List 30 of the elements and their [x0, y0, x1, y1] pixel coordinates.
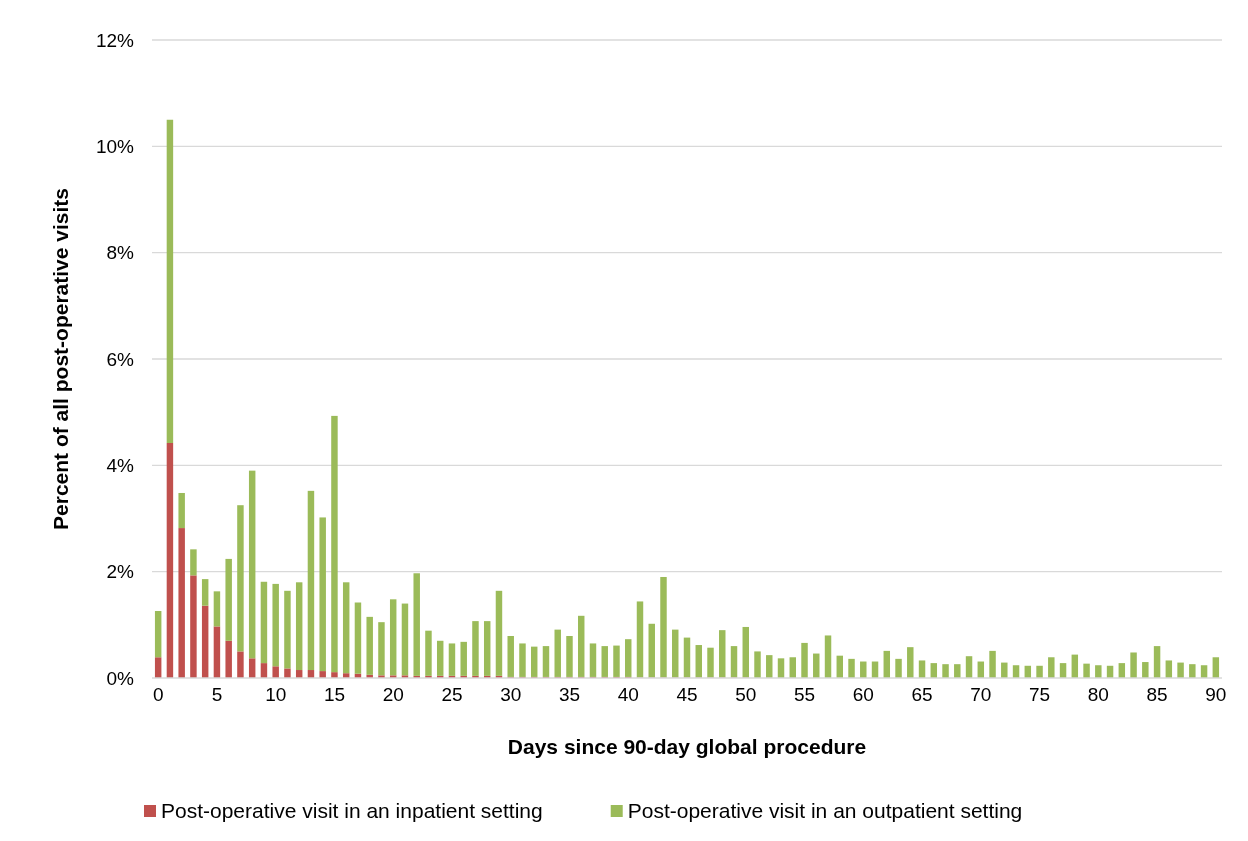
x-axis-title: Days since 90-day global procedure [507, 735, 867, 758]
x-tick-label: 85 [1146, 684, 1168, 706]
x-tick-label: 40 [617, 684, 639, 706]
x-tick-label: 75 [1028, 684, 1051, 706]
x-tick-label: 50 [735, 684, 757, 706]
y-tick-label: 4% [106, 454, 135, 476]
x-tick-label: 15 [323, 684, 346, 706]
x-tick-label: 30 [500, 684, 522, 706]
legend-label: Post-operative visit in an inpatient setting [161, 799, 543, 822]
x-tick-label: 10 [265, 684, 287, 706]
y-axis-title: Percent of all post-operative visits [49, 188, 72, 530]
x-tick-label: 60 [852, 684, 874, 706]
x-tick-label: 0 [152, 684, 164, 706]
y-tick-label: 10% [95, 135, 135, 157]
x-tick-label: 65 [911, 684, 933, 706]
x-tick-label: 5 [211, 684, 223, 706]
x-tick-label: 70 [970, 684, 992, 706]
x-tick-label: 45 [676, 684, 698, 706]
x-tick-label: 25 [441, 684, 463, 706]
y-tick-label: 0% [106, 667, 135, 689]
y-tick-label: 6% [106, 348, 135, 370]
x-tick-label: 90 [1205, 684, 1227, 706]
legend-label: Post-operative visit in an outpatient setting [627, 799, 1023, 822]
x-tick-label: 20 [382, 684, 404, 706]
y-tick-label: 8% [106, 242, 135, 264]
x-tick-label: 55 [793, 684, 816, 706]
x-tick-label: 80 [1087, 684, 1109, 706]
y-tick-label: 2% [106, 561, 135, 583]
y-tick-label: 12% [95, 29, 135, 51]
x-tick-label: 35 [558, 684, 581, 706]
